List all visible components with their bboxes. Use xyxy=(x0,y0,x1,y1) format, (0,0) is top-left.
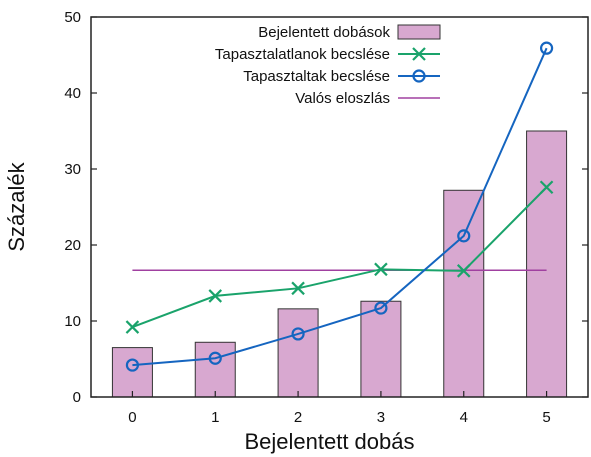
legend-label: Bejelentett dobások xyxy=(258,24,390,41)
legend-swatch-marker xyxy=(412,69,426,83)
y-tick-label: 30 xyxy=(64,161,81,178)
legend-swatch-marker xyxy=(412,47,426,61)
marker-stroke xyxy=(456,264,471,278)
y-tick-label: 20 xyxy=(64,237,81,254)
x-tick-label: 3 xyxy=(377,409,385,426)
marker-stroke xyxy=(125,320,140,334)
x-tick-label: 0 xyxy=(128,409,136,426)
bar xyxy=(360,300,402,398)
series-line xyxy=(132,47,548,367)
series-point xyxy=(208,289,223,303)
legend: Bejelentett dobások Tapasztalatlanok becs… xyxy=(215,24,441,107)
marker-stroke xyxy=(291,281,305,296)
series-point xyxy=(374,301,388,315)
legend-label: Tapasztalatlanok becslése xyxy=(215,46,390,63)
series-point xyxy=(291,281,305,296)
bar xyxy=(526,130,568,398)
series-point xyxy=(456,264,471,278)
series-point xyxy=(457,229,471,243)
x-tick-label: 1 xyxy=(211,409,219,426)
marker-stroke xyxy=(208,289,223,303)
plot-frame xyxy=(90,16,589,398)
series-point xyxy=(208,351,222,365)
bar xyxy=(111,347,153,398)
series-point xyxy=(125,358,140,372)
y-tick-label: 50 xyxy=(64,9,81,26)
x-tick-label: 2 xyxy=(294,409,302,426)
series-point xyxy=(291,327,305,341)
bar xyxy=(443,189,485,398)
marker-stroke xyxy=(374,262,388,277)
marker-stroke xyxy=(412,47,426,61)
x-tick-label: 4 xyxy=(460,409,468,426)
series-point xyxy=(539,180,554,195)
bar xyxy=(277,308,319,398)
series-point xyxy=(125,320,140,334)
series-point xyxy=(539,41,554,55)
lines-layer xyxy=(125,41,554,372)
y-axis-label: Százalék xyxy=(4,161,29,251)
y-axis-ticks: 0 10 20 30 40 50 xyxy=(64,9,588,406)
y-tick-label: 40 xyxy=(64,85,81,102)
marker-stroke xyxy=(539,180,554,195)
x-tick-label: 5 xyxy=(542,409,550,426)
legend-label: Valós eloszlás xyxy=(295,90,390,107)
y-tick-label: 10 xyxy=(64,313,81,330)
bar xyxy=(194,341,236,398)
x-axis-label: Bejelentett dobás xyxy=(244,429,414,454)
series-line xyxy=(132,186,548,329)
series-point xyxy=(374,262,388,277)
x-axis-ticks: 0 1 2 3 4 5 xyxy=(128,391,551,426)
legend-swatch-bar xyxy=(397,24,441,40)
bars-layer xyxy=(111,130,568,398)
y-tick-label: 0 xyxy=(73,389,81,406)
legend-label: Tapasztaltak becslése xyxy=(243,68,390,85)
